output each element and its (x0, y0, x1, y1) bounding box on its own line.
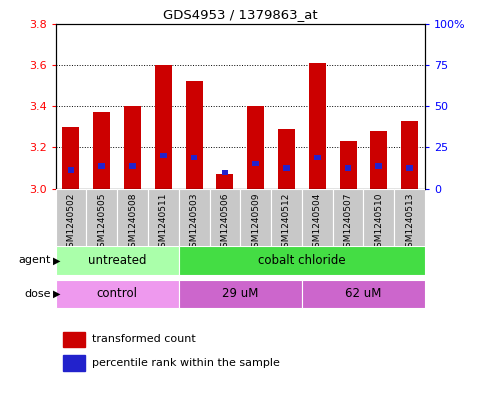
Bar (68, 167, 74, 173)
Bar (401, 121, 418, 189)
Bar (302, 189, 333, 267)
Bar (394, 189, 425, 267)
Bar (283, 165, 290, 171)
Bar (56, 189, 86, 267)
Text: GSM1240505: GSM1240505 (97, 193, 106, 253)
Bar (370, 131, 387, 189)
Text: GSM1240513: GSM1240513 (405, 193, 414, 253)
Bar (271, 189, 302, 267)
Text: GSM1240508: GSM1240508 (128, 193, 137, 253)
Bar (93, 112, 110, 189)
Text: agent: agent (18, 255, 51, 265)
Text: percentile rank within the sample: percentile rank within the sample (93, 358, 280, 368)
Bar (278, 129, 295, 189)
Text: GSM1240502: GSM1240502 (67, 193, 75, 253)
Text: GSM1240512: GSM1240512 (282, 193, 291, 253)
Bar (179, 189, 210, 267)
Bar (179, 246, 425, 274)
Text: GSM1240503: GSM1240503 (190, 193, 199, 253)
Bar (364, 189, 394, 267)
Text: cobalt chloride: cobalt chloride (258, 254, 346, 267)
Bar (129, 163, 136, 169)
Bar (117, 189, 148, 267)
Bar (63, 355, 85, 371)
Bar (191, 155, 198, 160)
Bar (148, 189, 179, 267)
Bar (340, 141, 356, 189)
Bar (302, 280, 425, 308)
Title: GDS4953 / 1379863_at: GDS4953 / 1379863_at (163, 8, 318, 21)
Bar (309, 63, 326, 189)
Bar (222, 169, 228, 175)
Bar (86, 189, 117, 267)
Text: 62 uM: 62 uM (345, 287, 382, 300)
Bar (314, 155, 321, 160)
Bar (62, 127, 79, 189)
Text: dose: dose (24, 289, 51, 299)
Bar (56, 246, 179, 274)
Bar (185, 81, 202, 189)
Text: GSM1240510: GSM1240510 (374, 193, 384, 253)
Bar (160, 153, 167, 158)
Text: GSM1240504: GSM1240504 (313, 193, 322, 253)
Text: 29 uM: 29 uM (222, 287, 258, 300)
Bar (345, 165, 352, 171)
Text: GSM1240507: GSM1240507 (343, 193, 353, 253)
Bar (56, 280, 179, 308)
Bar (179, 280, 302, 308)
Bar (63, 332, 85, 347)
Text: GSM1240509: GSM1240509 (251, 193, 260, 253)
Bar (216, 174, 233, 189)
Text: untreated: untreated (88, 254, 146, 267)
Bar (333, 189, 364, 267)
Bar (210, 189, 240, 267)
Bar (375, 163, 382, 169)
Text: transformed count: transformed count (93, 334, 196, 344)
Bar (124, 106, 141, 189)
Text: ▶: ▶ (53, 255, 61, 265)
Bar (406, 165, 413, 171)
Bar (155, 65, 172, 189)
Text: GSM1240511: GSM1240511 (159, 193, 168, 253)
Bar (252, 161, 259, 167)
Bar (247, 106, 264, 189)
Bar (99, 163, 105, 169)
Text: control: control (97, 287, 138, 300)
Text: GSM1240506: GSM1240506 (220, 193, 229, 253)
Text: ▶: ▶ (53, 289, 61, 299)
Bar (240, 189, 271, 267)
